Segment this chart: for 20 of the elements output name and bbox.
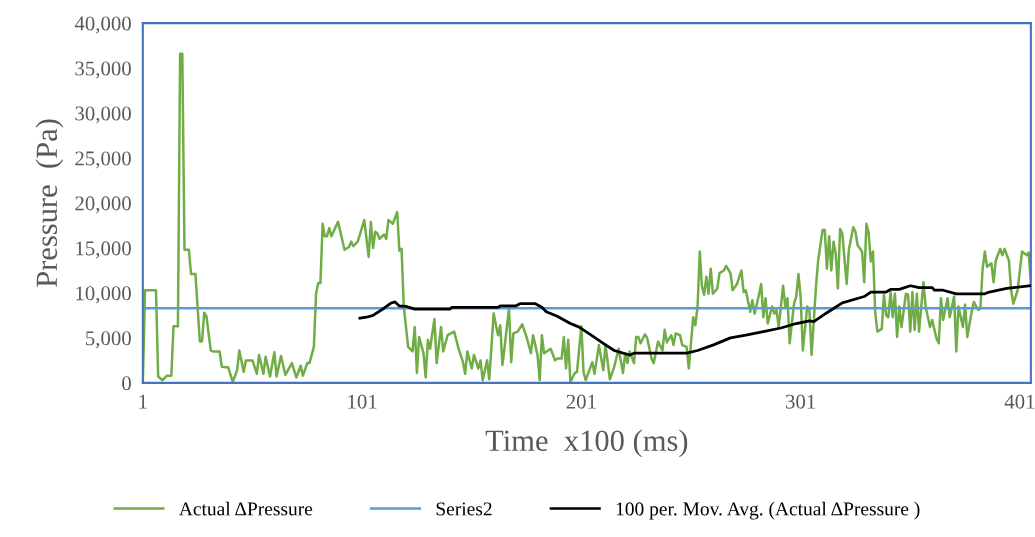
x-tick-label: 201 xyxy=(566,394,596,409)
y-tick-label: 30,000 xyxy=(75,106,131,124)
legend-label: 100 per. Mov. Avg. (Actual ΔPressure ) xyxy=(616,501,920,520)
legend-label: Actual ΔPressure xyxy=(179,501,313,516)
y-tick-label: 0 xyxy=(122,376,131,391)
x-tick-label: 301 xyxy=(786,394,815,409)
y-tick-label: 25,000 xyxy=(75,151,131,169)
y-tick-label: 5,000 xyxy=(86,331,131,349)
y-tick-label: 20,000 xyxy=(75,196,131,214)
legend-label: Series2 xyxy=(436,502,492,516)
y-tick-label: 10,000 xyxy=(76,286,131,304)
line-series xyxy=(358,284,1031,357)
x-tick-label: 401 xyxy=(1004,394,1035,409)
y-tick-label: 35,000 xyxy=(75,61,131,79)
y-axis-title: Pressure (Pa) xyxy=(35,119,64,287)
x-tick-label: 1 xyxy=(139,394,147,409)
x-tick-label: 101 xyxy=(348,394,377,409)
y-tick-label: 15,000 xyxy=(76,241,131,259)
x-axis-title: Time x100 (ms) xyxy=(485,429,688,458)
y-tick-label: 40,000 xyxy=(74,16,131,34)
